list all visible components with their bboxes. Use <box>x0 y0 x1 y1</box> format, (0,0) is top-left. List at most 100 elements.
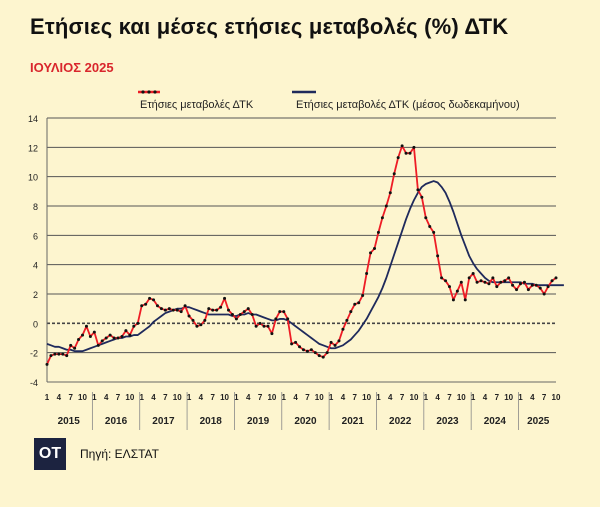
data-point <box>471 271 475 275</box>
y-tick-label: 0 <box>33 319 38 329</box>
data-point <box>384 204 388 208</box>
month-tick-label: 4 <box>483 393 488 402</box>
data-point <box>286 317 290 321</box>
month-tick-label: 10 <box>504 393 513 402</box>
data-point <box>396 156 400 160</box>
data-point <box>290 342 294 346</box>
data-point <box>49 354 53 358</box>
data-point <box>511 283 515 287</box>
page-title: Ετήσιες και μέσες ετήσιες μεταβολές (%) … <box>30 14 509 39</box>
month-tick-label: 1 <box>187 393 192 402</box>
data-point <box>242 310 246 314</box>
data-point <box>554 276 558 280</box>
data-point <box>349 310 353 314</box>
data-point <box>215 308 219 312</box>
data-point <box>144 302 148 306</box>
month-tick-label: 4 <box>435 393 440 402</box>
month-tick-label: 7 <box>542 393 547 402</box>
chart-grid <box>47 117 556 383</box>
data-point <box>479 279 483 283</box>
data-point <box>420 195 424 199</box>
data-point <box>534 283 538 287</box>
x-axis: 1 4 7 10 1 4 7 10 1 4 7 10 1 4 7 10 1 4 7 10 1 4 7 10 1 4 7 10 1 4 7 10… <box>45 381 561 430</box>
month-tick-label: 7 <box>495 393 500 402</box>
data-point <box>191 318 195 322</box>
data-point <box>538 286 542 290</box>
data-point <box>357 301 361 305</box>
month-tick-label: 7 <box>258 393 263 402</box>
data-point <box>369 251 373 255</box>
data-point <box>317 354 321 358</box>
month-tick-label: 10 <box>362 393 371 402</box>
data-point <box>495 285 499 289</box>
legend-label-average: Ετήσιες μεταβολές ΔΤΚ (μέσος δωδεκαμήνου… <box>296 99 520 111</box>
data-point <box>53 352 57 356</box>
month-tick-label: 4 <box>199 393 204 402</box>
data-point <box>515 288 519 292</box>
page-subtitle: ΙΟΥΛΙΟΣ 2025 <box>30 60 114 75</box>
data-point <box>546 285 550 289</box>
data-point <box>447 285 451 289</box>
data-point <box>463 298 467 302</box>
data-point <box>400 144 404 148</box>
month-tick-label: 7 <box>68 393 73 402</box>
data-point <box>373 247 376 251</box>
y-tick-label: 6 <box>33 231 38 241</box>
data-point <box>183 304 187 308</box>
month-tick-label: 1 <box>92 393 97 402</box>
y-tick-label: -4 <box>30 378 38 388</box>
year-label: 2015 <box>58 416 81 427</box>
month-tick-label: 7 <box>163 393 168 402</box>
data-point <box>526 288 530 292</box>
data-point <box>152 298 156 302</box>
year-label: 2022 <box>389 416 412 427</box>
data-point <box>148 296 152 300</box>
month-tick-label: 10 <box>457 393 466 402</box>
data-point <box>230 313 234 317</box>
data-point <box>436 254 440 258</box>
y-axis: -4 -2 0 2 4 6 8 10 12 14 <box>28 114 48 388</box>
data-point <box>404 151 408 155</box>
month-tick-label: 10 <box>410 393 419 402</box>
data-point <box>353 302 357 306</box>
data-point <box>392 172 396 176</box>
series-average-line <box>46 180 564 353</box>
data-point <box>305 349 309 353</box>
month-tick-label: 10 <box>220 393 229 402</box>
data-point <box>57 352 61 356</box>
y-tick-label: 4 <box>33 261 38 271</box>
data-point <box>175 308 179 312</box>
data-point <box>408 151 412 155</box>
data-point <box>69 343 73 347</box>
data-point <box>167 307 171 311</box>
month-tick-label: 1 <box>376 393 381 402</box>
month-tick-label: 7 <box>353 393 358 402</box>
data-point <box>321 355 325 359</box>
data-point <box>278 310 282 314</box>
y-tick-label: 12 <box>28 143 38 153</box>
data-point <box>542 292 546 296</box>
year-label: 2025 <box>527 416 550 427</box>
month-tick-label: 7 <box>210 393 215 402</box>
data-point <box>428 225 432 229</box>
data-point <box>298 345 302 349</box>
data-point <box>112 336 116 340</box>
y-tick-label: 2 <box>33 290 38 300</box>
data-point <box>199 323 203 327</box>
data-point <box>187 314 191 318</box>
data-point <box>451 298 455 302</box>
data-point <box>412 145 416 149</box>
data-point <box>530 283 534 287</box>
data-point <box>333 343 337 347</box>
data-point <box>313 351 317 355</box>
year-label: 2023 <box>436 416 459 427</box>
month-tick-label: 1 <box>518 393 523 402</box>
data-point <box>416 188 420 192</box>
data-point <box>365 271 369 275</box>
data-point <box>440 276 444 280</box>
legend-marker-annual <box>141 90 145 94</box>
data-point <box>84 324 88 328</box>
data-point <box>301 348 305 352</box>
data-point <box>258 321 262 325</box>
